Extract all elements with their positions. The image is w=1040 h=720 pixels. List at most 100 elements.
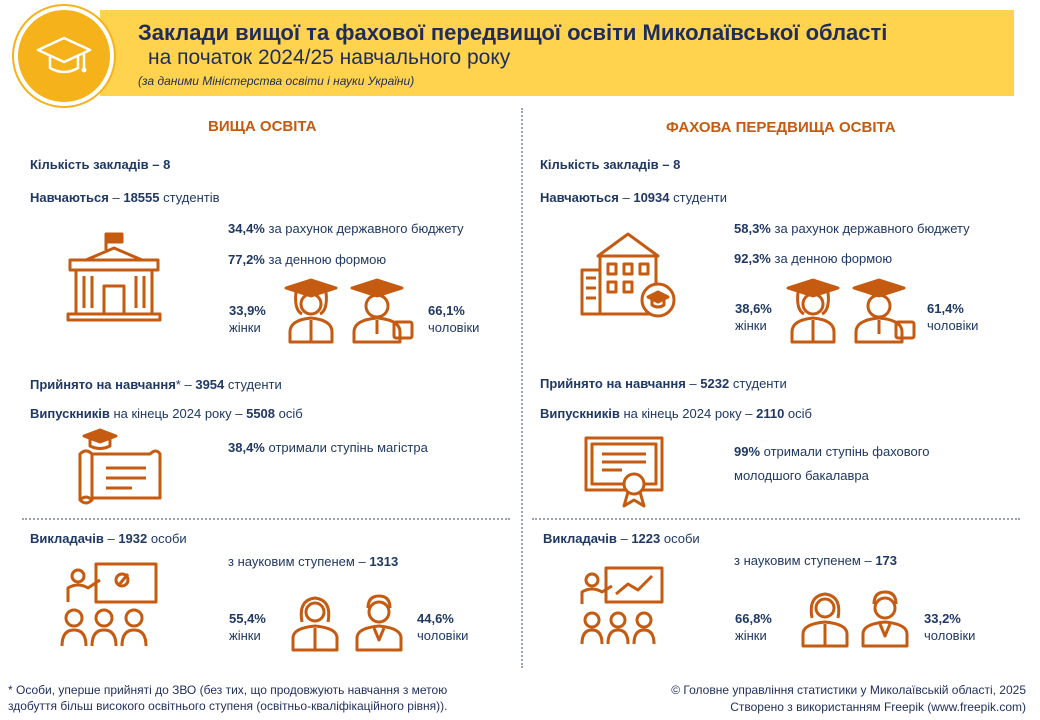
classroom-icon	[60, 562, 158, 647]
left-admitted-value: 3954	[195, 377, 225, 392]
left-institutions-value: – 8	[152, 157, 171, 172]
right-women-pct: 38,6%	[735, 301, 772, 316]
left-teachers-women: 55,4% жінки	[229, 610, 266, 644]
left-teachers-label: Викладачів	[30, 531, 104, 546]
left-daytime: 77,2% за денною формою	[228, 252, 386, 267]
left-t-women-pct: 55,4%	[229, 611, 266, 626]
college-building-icon	[580, 232, 676, 318]
woman-lecturer-icon	[801, 592, 849, 648]
left-men-label: чоловіки	[428, 320, 480, 335]
right-students-label: Навчаються	[540, 190, 619, 205]
left-men: 66,1% чоловіки	[428, 302, 479, 336]
left-degree-pct: 38,4%	[228, 440, 265, 455]
left-students-dash: –	[112, 190, 120, 205]
right-daytime: 92,3% за денною формою	[734, 251, 892, 266]
presentation-icon	[580, 566, 664, 645]
page-subtitle: на початок 2024/25 навчального року	[148, 46, 511, 69]
left-t-men-label: чоловіки	[417, 628, 469, 643]
right-grads-label: Випускників	[540, 406, 620, 421]
right-budget-text: за рахунок державного бюджету	[774, 221, 970, 236]
left-sci-value: 1313	[369, 554, 399, 569]
right-admitted: Прийнято на навчання – 5232 студенти	[540, 376, 787, 391]
left-t-women-label: жінки	[229, 628, 261, 643]
left-grads-label: Випускників	[30, 406, 110, 421]
right-teachers-women: 66,8% жінки	[735, 610, 772, 644]
right-men-pct: 61,4%	[927, 301, 964, 316]
left-admitted-star: *	[175, 377, 181, 392]
header-logo	[14, 6, 114, 106]
right-budget: 58,3% за рахунок державного бюджету	[734, 221, 970, 236]
row-divider-left	[22, 518, 510, 520]
left-daytime-text: за денною формою	[268, 252, 387, 267]
university-building-icon	[66, 232, 162, 322]
left-budget-pct: 34,4%	[228, 221, 265, 236]
male-student-icon	[852, 278, 916, 344]
right-women-label: жінки	[735, 318, 767, 333]
footnote: * Особи, уперше прийняті до ЗВО (без тих…	[8, 682, 447, 714]
right-teachers-label: Викладачів	[543, 531, 617, 546]
right-degree-text1: отримали ступінь фахового	[763, 444, 930, 459]
right-students-value: 10934	[633, 190, 670, 205]
male-graduate-icon	[350, 278, 414, 344]
data-source: (за даними Міністерства освіти і науки У…	[138, 74, 415, 88]
left-admitted: Прийнято на навчання* – 3954 студенти	[30, 377, 282, 392]
right-teachers-value: 1223	[631, 531, 661, 546]
left-admitted-unit: студенти	[227, 377, 282, 392]
right-teachers-unit: особи	[663, 531, 700, 546]
left-degree-text: отримали ступінь магістра	[268, 440, 428, 455]
left-women-label: жінки	[229, 320, 261, 335]
right-daytime-pct: 92,3%	[734, 251, 771, 266]
right-grads-value: 2110	[756, 406, 785, 421]
left-scientific: з науковим ступенем – 1313	[228, 554, 398, 569]
right-admitted-label: Прийнято на навчання	[540, 376, 686, 391]
left-teachers-men: 44,6% чоловіки	[417, 610, 468, 644]
left-admitted-dash: –	[184, 377, 192, 392]
left-budget: 34,4% за рахунок державного бюджету	[228, 221, 464, 236]
left-admitted-label: Прийнято на навчання	[30, 377, 176, 392]
left-t-men-pct: 44,6%	[417, 611, 454, 626]
image-credit: Створено з використанням Freepik (www.fr…	[730, 700, 1026, 714]
right-t-men-pct: 33,2%	[924, 611, 961, 626]
right-t-women-label: жінки	[735, 628, 767, 643]
right-students-unit: студенти	[673, 190, 728, 205]
graduation-cap-icon	[36, 36, 92, 74]
column-divider	[521, 108, 523, 668]
right-graduates: Випускників на кінець 2024 року – 2110 о…	[540, 406, 812, 421]
left-graduates: Випускників на кінець 2024 року – 5508 о…	[30, 406, 303, 421]
left-students: Навчаються – 18555 студентів	[30, 190, 220, 205]
copyright: © Головне управління статистики у Микола…	[671, 683, 1026, 697]
header-banner	[100, 10, 1014, 96]
woman-teacher-icon	[291, 596, 339, 652]
right-scientific: з науковим ступенем – 173	[734, 553, 897, 568]
left-budget-text: за рахунок державного бюджету	[268, 221, 464, 236]
right-teachers-dash: –	[620, 531, 628, 546]
right-teachers: Викладачів – 1223 особи	[543, 531, 700, 546]
man-lecturer-icon	[861, 590, 909, 648]
diploma-scroll-icon	[78, 428, 162, 505]
left-teachers-dash: –	[107, 531, 115, 546]
page-title: Заклади вищої та фахової передвищої осві…	[138, 20, 888, 45]
right-admitted-unit: студенти	[732, 376, 787, 391]
right-budget-pct: 58,3%	[734, 221, 771, 236]
left-sci-text: з науковим ступенем –	[228, 554, 366, 569]
right-institutions: Кількість закладів – 8	[540, 157, 680, 172]
right-grads-text: на кінець 2024 року –	[623, 406, 753, 421]
left-institutions-label: Кількість закладів	[30, 157, 149, 172]
right-admitted-dash: –	[689, 376, 697, 391]
left-students-unit: студентів	[163, 190, 220, 205]
footnote-line-2: здобуття більш високого освітнього ступе…	[8, 699, 448, 713]
right-students: Навчаються – 10934 студенти	[540, 190, 727, 205]
right-daytime-text: за денною формою	[774, 251, 893, 266]
section-title-prehigher: ФАХОВА ПЕРЕДВИЩА ОСВІТА	[666, 119, 896, 136]
right-institutions-value: – 8	[662, 157, 681, 172]
left-daytime-pct: 77,2%	[228, 252, 265, 267]
right-t-women-pct: 66,8%	[735, 611, 772, 626]
left-teachers-value: 1932	[118, 531, 148, 546]
left-students-label: Навчаються	[30, 190, 109, 205]
footnote-line-1: * Особи, уперше прийняті до ЗВО (без тих…	[8, 683, 448, 697]
right-degree-text2: молодшого бакалавра	[734, 468, 869, 483]
left-grads-text: на кінець 2024 року –	[113, 406, 243, 421]
left-men-pct: 66,1%	[428, 303, 465, 318]
right-admitted-value: 5232	[700, 376, 730, 391]
row-divider-right	[532, 518, 1020, 520]
